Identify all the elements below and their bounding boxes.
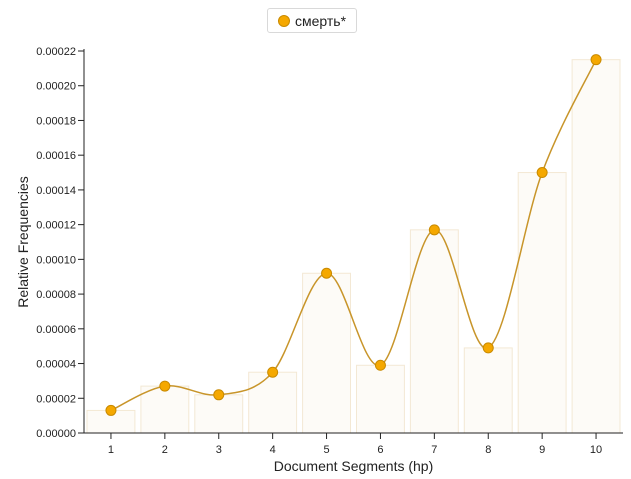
x-tick-label: 10 (590, 444, 602, 456)
legend[interactable]: смерть* (267, 8, 358, 33)
data-point-3 (213, 389, 225, 401)
y-tick-label: 0.00008 (36, 289, 76, 301)
x-axis-title: Document Segments (hp) (274, 458, 434, 474)
legend-label: смерть* (295, 12, 347, 29)
data-point-8 (482, 342, 494, 354)
data-point-4 (267, 366, 279, 378)
data-point-7 (428, 224, 440, 236)
bar-3 (194, 394, 244, 434)
data-point-9 (536, 167, 548, 179)
legend-marker-icon (278, 14, 290, 27)
y-tick-label: 0.00016 (36, 150, 76, 162)
x-tick-label: 7 (431, 444, 437, 456)
y-tick-label: 0.00010 (36, 254, 76, 266)
x-tick-label: 6 (377, 444, 383, 456)
y-tick-label: 0.00018 (36, 115, 76, 127)
bar-layer (86, 59, 621, 434)
data-point-10 (590, 54, 602, 66)
bar-5 (302, 272, 352, 434)
x-tick-label: 9 (539, 444, 545, 456)
x-tick-label: 1 (108, 444, 114, 456)
y-tick-label: 0.00006 (36, 324, 76, 336)
y-tick-label: 0.00020 (36, 81, 76, 93)
data-point-5 (321, 267, 333, 279)
x-tick-label: 8 (485, 444, 491, 456)
bar-4 (248, 371, 298, 434)
data-point-1 (105, 404, 117, 416)
y-tick-label: 0.00000 (36, 428, 76, 440)
y-tick-label: 0.00012 (36, 220, 76, 232)
y-axis-title: Relative Frequencies (15, 176, 31, 308)
bar-8 (463, 347, 513, 434)
x-tick-label: 4 (270, 444, 276, 456)
bar-2 (140, 385, 190, 434)
bar-6 (356, 364, 405, 434)
y-tick-label: 0.00002 (36, 393, 76, 405)
bar-9 (517, 172, 567, 434)
x-tick-label: 5 (323, 444, 329, 456)
y-tick-label: 0.00014 (36, 185, 76, 197)
axes-layer: 0.00000 0.00002 0.00004 0.00006 0.00008 0.000… (36, 46, 623, 456)
x-tick-label: 3 (216, 444, 222, 456)
data-point-2 (159, 380, 171, 392)
data-point-6 (374, 359, 386, 371)
bar-10 (571, 59, 621, 434)
y-tick-label: 0.00004 (36, 359, 76, 371)
y-tick-label: 0.00022 (36, 46, 76, 58)
x-tick-label: 2 (162, 444, 168, 456)
point-layer (105, 54, 602, 416)
